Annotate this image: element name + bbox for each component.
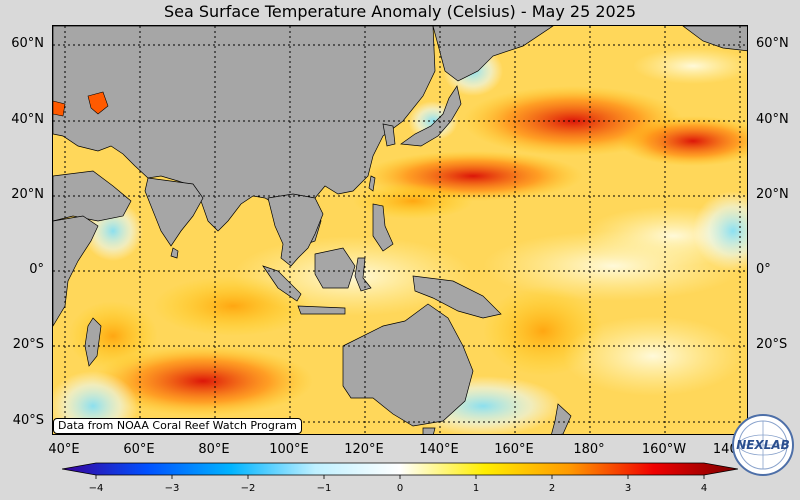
lat-label-right-0: 0°: [756, 262, 771, 277]
land: [53, 26, 747, 434]
lon-label-160e: 160°E: [494, 442, 534, 457]
lat-label-left-20n: 20°N: [11, 187, 44, 202]
lon-label-100e: 100°E: [269, 442, 309, 457]
colorbar-tick-2: 2: [548, 483, 556, 494]
lon-label-60e: 60°E: [123, 442, 155, 457]
lat-label-left-60n: 60°N: [11, 36, 44, 51]
lat-label-right-60n: 60°N: [756, 36, 789, 51]
lon-label-160w: 160°W: [641, 442, 687, 457]
colorbar-tick-0: 0: [396, 483, 404, 494]
colorbar-tick-3: 3: [624, 483, 632, 494]
data-source-note: Data from NOAA Coral Reef Watch Program: [53, 418, 302, 434]
graticule: [53, 26, 747, 434]
colorbar-tick-neg4: −4: [88, 483, 104, 494]
lon-label-140e: 140°E: [419, 442, 459, 457]
lat-label-left-0: 0°: [29, 262, 44, 277]
map-canvas: [53, 26, 747, 434]
colorbar-tick-neg2: −2: [240, 483, 256, 494]
sst-anomaly-map[interactable]: [52, 25, 748, 435]
colorbar-tick-neg1: −1: [316, 483, 332, 494]
logo-text: NEXLAB: [736, 438, 790, 452]
lat-label-right-20n: 20°N: [756, 187, 789, 202]
inland-seas: [53, 91, 109, 117]
colorbar-tick-4: 4: [700, 483, 708, 494]
lon-label-180: 180°: [573, 442, 605, 457]
lat-label-left-40n: 40°N: [11, 112, 44, 127]
lat-label-left-40s: 40°S: [12, 413, 44, 428]
lon-label-120e: 120°E: [344, 442, 384, 457]
lat-label-right-40n: 40°N: [756, 112, 789, 127]
colorbar: [62, 462, 738, 479]
colorbar-tick-1: 1: [472, 483, 480, 494]
lon-label-40e: 40°E: [48, 442, 80, 457]
colorbar-tick-neg3: −3: [164, 483, 180, 494]
map-title: Sea Surface Temperature Anomaly (Celsius…: [163, 2, 637, 21]
nexlab-logo-icon[interactable]: NEXLAB: [731, 413, 795, 477]
lat-label-left-20s: 20°S: [12, 337, 44, 352]
lat-label-right-20s: 20°S: [756, 337, 788, 352]
lon-label-80e: 80°E: [198, 442, 230, 457]
